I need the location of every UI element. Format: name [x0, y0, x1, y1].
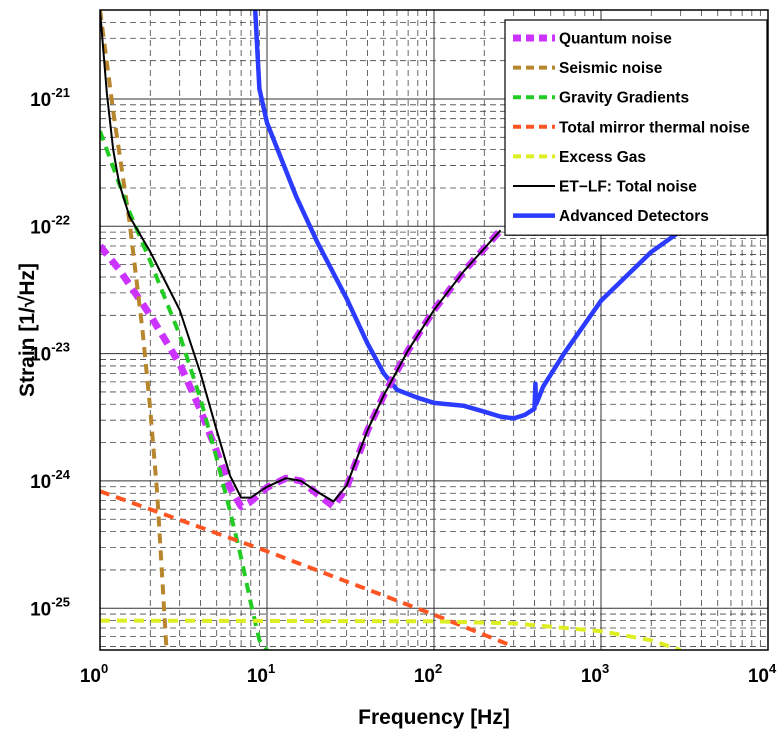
x-tick-label: 104 [748, 661, 777, 687]
legend-entry-label: Quantum noise [559, 31, 672, 48]
legend-entry-label: ET−LF: Total noise [559, 179, 697, 196]
x-axis-label: Frequency [Hz] [358, 706, 510, 729]
y-tick-label: 10-24 [30, 467, 71, 493]
y-axis-label: Strain [1/√Hz] [16, 263, 39, 397]
x-tick-label: 103 [581, 661, 609, 687]
x-tick-label: 100 [80, 661, 108, 687]
x-tick-labels: 100 101 102 103 104 [80, 661, 777, 687]
legend: Quantum noise Seismic noise Gravity Gradie… [505, 20, 767, 235]
y-tick-label: 10-21 [30, 85, 70, 111]
series-line-gravity-gradients [100, 131, 267, 650]
legend-entry-label: Seismic noise [559, 60, 663, 77]
y-tick-label: 10-22 [30, 212, 70, 238]
y-tick-label: 10-25 [30, 594, 70, 620]
series-line-et-lf-total-noise [100, 10, 501, 502]
legend-entry-label: Excess Gas [559, 149, 646, 166]
x-tick-label: 101 [247, 661, 275, 687]
x-tick-label: 102 [414, 661, 442, 687]
legend-entry-label: Total mirror thermal noise [559, 119, 750, 136]
series-line-seismic-noise [100, 10, 167, 650]
legend-entry-label: Advanced Detectors [559, 208, 709, 225]
legend-entry-label: Gravity Gradients [559, 90, 689, 107]
